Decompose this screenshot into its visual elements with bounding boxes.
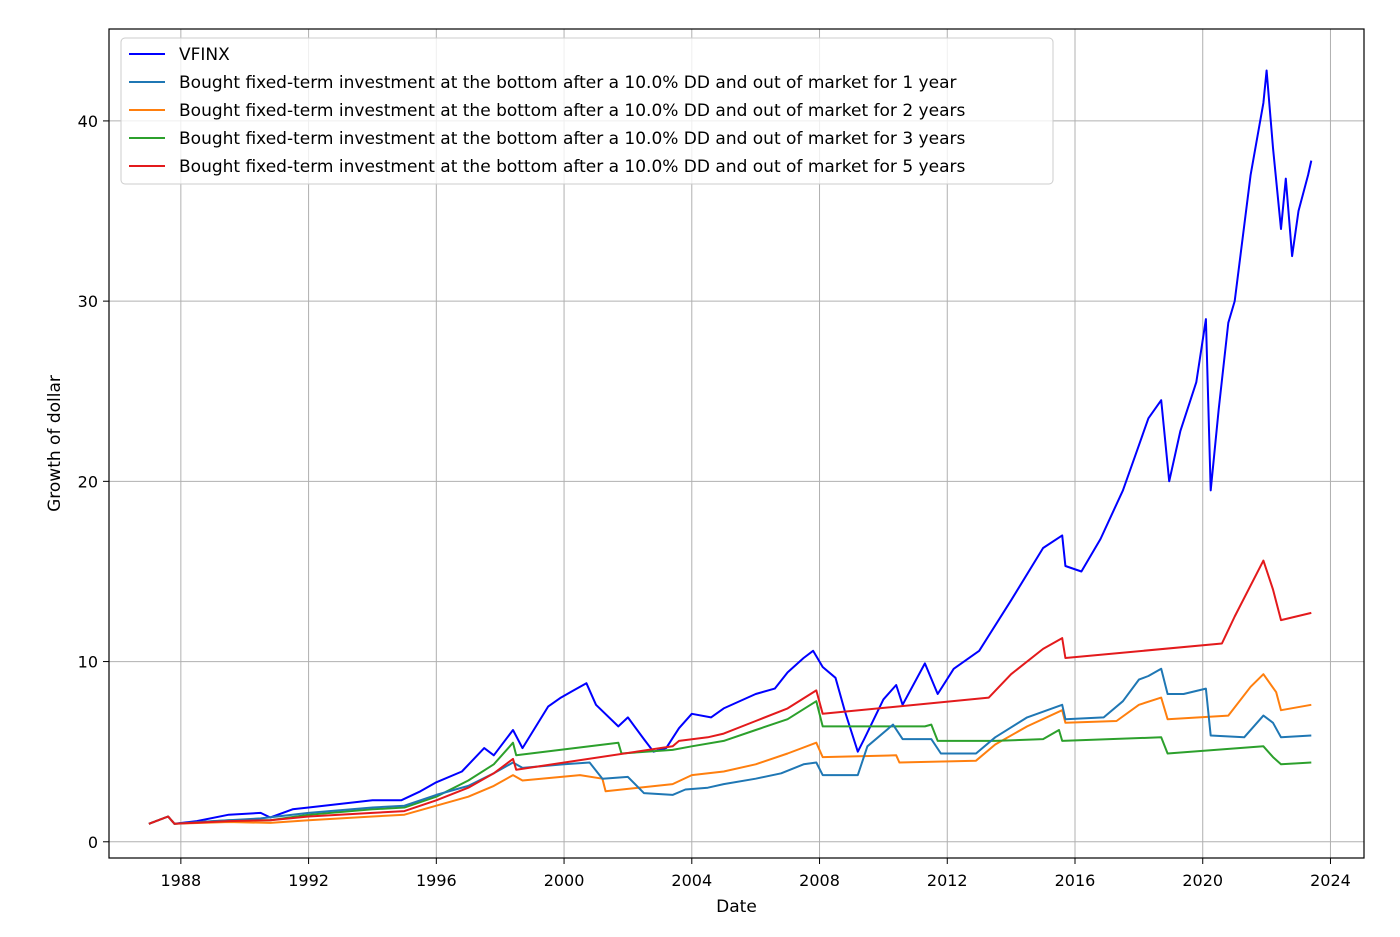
x-tick-label: 1996 bbox=[416, 871, 457, 890]
x-tick-label: 2020 bbox=[1182, 871, 1223, 890]
y-tick-label: 20 bbox=[78, 472, 98, 491]
series-line-4 bbox=[148, 559, 1312, 825]
series-line-0 bbox=[148, 69, 1313, 825]
y-tick-label: 30 bbox=[78, 292, 98, 311]
axis-ticks: 1988 1992 1996 2000 2004 2008 2012 2016 2020 2024… bbox=[78, 112, 1351, 890]
series-lines bbox=[148, 69, 1313, 825]
x-tick-label: 2008 bbox=[799, 871, 840, 890]
legend-box bbox=[120, 37, 1054, 185]
legend-label: Bought fixed-term investment at the bott… bbox=[179, 157, 965, 177]
y-tick-label: 0 bbox=[88, 833, 98, 852]
y-tick-label: 10 bbox=[78, 653, 98, 672]
legend-label: VFINX bbox=[179, 45, 230, 65]
series-line-1 bbox=[148, 667, 1312, 825]
x-axis-label: Date bbox=[716, 897, 757, 917]
legend-label: Bought fixed-term investment at the bott… bbox=[179, 129, 965, 149]
series-line-2 bbox=[148, 673, 1312, 825]
x-tick-label: 1988 bbox=[160, 871, 201, 890]
legend-label: Bought fixed-term investment at the bott… bbox=[179, 101, 965, 121]
x-tick-label: 2012 bbox=[927, 871, 968, 890]
x-tick-label: 2024 bbox=[1310, 871, 1351, 890]
plot-area-frame bbox=[108, 28, 1365, 859]
y-tick-label: 40 bbox=[78, 112, 98, 131]
x-tick-label: 1992 bbox=[288, 871, 329, 890]
y-axis-label: Growth of dollar bbox=[45, 375, 65, 512]
x-tick-label: 2004 bbox=[671, 871, 712, 890]
x-tick-label: 2016 bbox=[1055, 871, 1096, 890]
x-tick-label: 2000 bbox=[544, 871, 585, 890]
legend-label: Bought fixed-term investment at the bott… bbox=[179, 73, 956, 93]
series-line-3 bbox=[148, 700, 1312, 825]
legend: VFINX Bought fixed-term investment at the… bbox=[120, 37, 1054, 185]
